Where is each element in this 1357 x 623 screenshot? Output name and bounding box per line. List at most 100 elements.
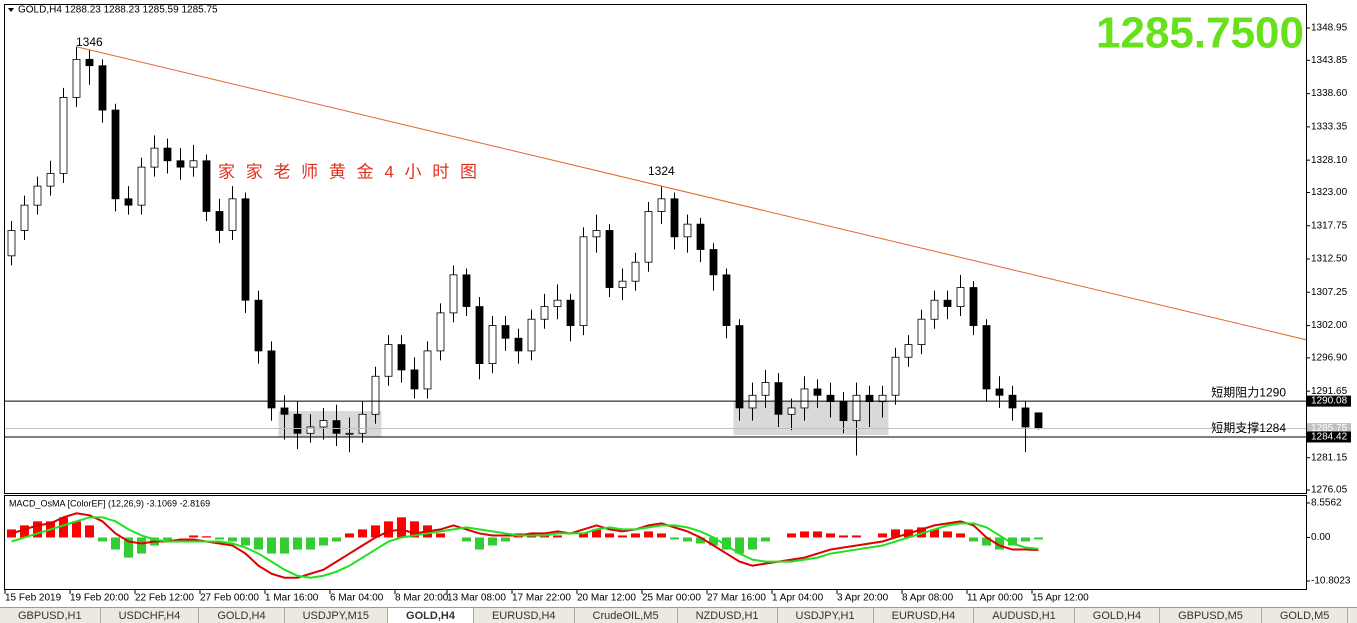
osma-bar (215, 537, 224, 540)
chart-tab[interactable]: EURUSD,H4 (874, 608, 975, 623)
chart-tab[interactable]: GOLD,H4 (388, 608, 474, 623)
chart-tab[interactable]: GOLD,H4 (1075, 608, 1161, 623)
osma-bar (813, 531, 822, 538)
osma-bar (475, 537, 484, 550)
osma-bar (709, 537, 718, 546)
candle-body (774, 382, 783, 415)
x-tick-label: 6 Mar 04:00 (330, 593, 384, 604)
chart-tab[interactable]: NZDUSD,H1 (678, 608, 778, 623)
candle-body (202, 160, 211, 212)
candle-body (644, 211, 653, 263)
x-tick-label: 15 Apr 12:00 (1032, 593, 1089, 604)
osma-bar (33, 521, 42, 538)
candle-body (527, 318, 536, 352)
chart-tab[interactable]: USDCHF,H4 (101, 608, 200, 623)
chart-tab[interactable]: GOLD,H4 (199, 608, 285, 623)
candle-body (995, 388, 1004, 396)
candle-body (488, 325, 497, 364)
osma-bar (436, 533, 445, 538)
candle-body (267, 350, 276, 409)
candle-body (319, 420, 328, 428)
candle-body (917, 318, 926, 345)
osma-bar (878, 533, 887, 538)
chart-tab[interactable]: CrudeOIL,H4 (1348, 608, 1357, 623)
level-label: 短期阻力1290 (1211, 385, 1286, 399)
y-tick-label: 1302.00 (1311, 320, 1348, 331)
candle-body (241, 198, 250, 301)
y-tick-label: 1343.85 (1311, 55, 1348, 66)
osma-bar (410, 521, 419, 538)
candle-body (514, 337, 523, 352)
osma-bar (644, 531, 653, 538)
osma-bar (631, 533, 640, 538)
level-label: 短期支撑1284 (1211, 420, 1286, 435)
x-tick-label: 1 Mar 16:00 (265, 593, 319, 604)
osma-bar (163, 537, 172, 542)
candle-body (969, 287, 978, 326)
chart-tab[interactable]: EURUSD,H4 (474, 608, 575, 623)
candle-body (215, 211, 224, 231)
y-tick-label: 8.5562 (1311, 498, 1342, 509)
chart-tab[interactable]: AUDUSD,H1 (974, 608, 1075, 623)
candle-body (345, 432, 354, 435)
osma-bar (748, 537, 757, 550)
candle-body (410, 369, 419, 390)
osma-bar (1021, 537, 1030, 542)
price-box (1307, 431, 1351, 443)
big-price: 1285.7500 (1096, 9, 1304, 58)
chart: GOLD,H4 1288.23 1288.23 1285.59 1285.75 … (4, 4, 1351, 604)
candle-body (423, 350, 432, 390)
candle-body (761, 382, 770, 396)
chart-tab[interactable]: GBPUSD,H1 (0, 608, 101, 623)
osma-bar (345, 533, 354, 538)
candle-body (449, 274, 458, 314)
candle-body (1008, 394, 1017, 409)
osma-bar (332, 537, 341, 542)
candle-body (59, 97, 68, 174)
osma-bar (358, 529, 367, 538)
candle-body (696, 223, 705, 250)
osma-bar (540, 535, 549, 538)
candle-body (254, 299, 263, 352)
osma-bar (800, 531, 809, 538)
osma-bar (683, 537, 692, 542)
price-box (1307, 423, 1351, 435)
chart-tab[interactable]: GOLD,M5 (1262, 608, 1349, 623)
candle-body (579, 236, 588, 326)
osma-bar (930, 529, 939, 538)
osma-bar (59, 517, 68, 538)
osma-bar (280, 537, 289, 554)
chart-tab[interactable]: USDJPY,H1 (778, 608, 874, 623)
main-frame (4, 4, 1307, 494)
y-tick-label: 1317.75 (1311, 220, 1348, 231)
chart-annotation: 家 家 老 师 黄 金 4 小 时 图 (218, 162, 480, 181)
tab-bar: GBPUSD,H1 USDCHF,H4 GOLD,H4 USDJPY,M15 GOLD,… (0, 607, 1357, 623)
osma-bar (267, 537, 276, 554)
candle-body (618, 280, 627, 288)
osma-bar (254, 537, 263, 550)
candle-body (839, 401, 848, 422)
osma-bar (995, 537, 1004, 550)
osma-bar (371, 525, 380, 538)
candle-body (397, 344, 406, 371)
chart-tab[interactable]: CrudeOIL,M5 (575, 608, 678, 623)
chart-tab[interactable]: GBPUSD,M5 (1160, 608, 1262, 623)
osma-bar (982, 537, 991, 546)
osma-bar (969, 537, 978, 542)
x-tick-label: 13 Mar 08:00 (447, 593, 506, 604)
candle-body (384, 344, 393, 377)
candle-body (293, 413, 302, 434)
candle-body (150, 147, 159, 168)
x-tick-label: 27 Mar 16:00 (707, 593, 766, 604)
osma-bar (189, 535, 198, 538)
candle-body (72, 58, 81, 98)
chart-tab[interactable]: USDJPY,M15 (285, 608, 389, 623)
osma-bar (85, 525, 94, 538)
candle-body (462, 274, 471, 307)
osma-bar (462, 537, 471, 542)
candle-body (124, 198, 133, 206)
candle-body (111, 109, 120, 200)
candle-body (1034, 412, 1043, 429)
x-tick-label: 27 Feb 00:00 (200, 593, 259, 604)
